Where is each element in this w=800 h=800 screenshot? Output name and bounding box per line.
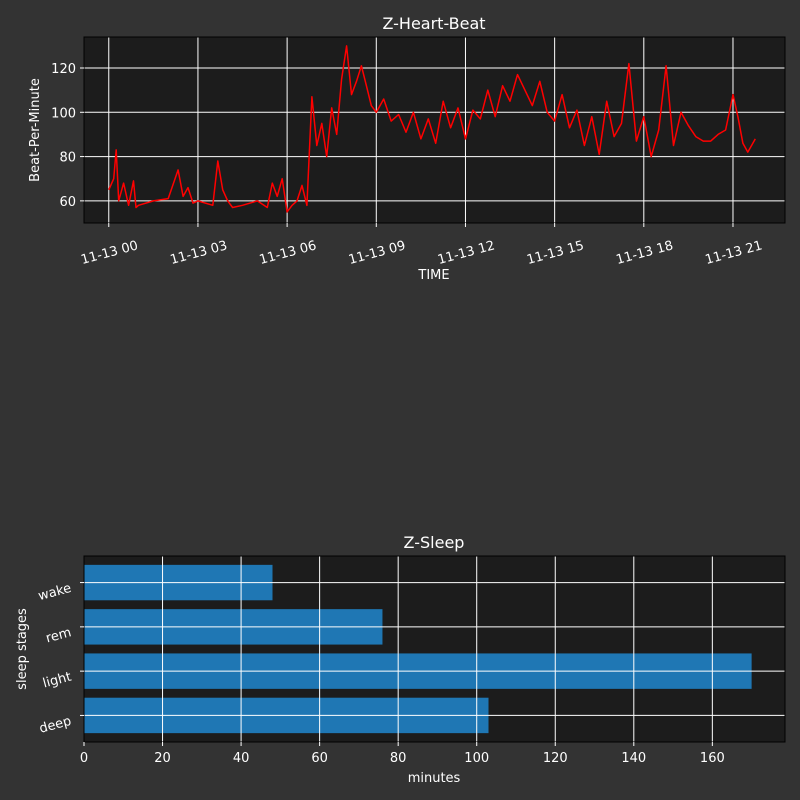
heart-beat-y-tick-label: 60: [59, 195, 76, 210]
heart-beat-plot-frame: [83, 36, 786, 224]
sleep-title: Z-Sleep: [404, 533, 465, 552]
heart-beat-title: Z-Heart-Beat: [382, 14, 485, 33]
heart-beat-y-tick-label: 80: [59, 151, 76, 166]
heart-beat-grid: [84, 37, 785, 223]
sleep-x-tick-label: 80: [390, 751, 407, 766]
heart-beat-y-tick-label: 100: [51, 106, 76, 121]
heart-beat-x-axis-label: TIME: [417, 268, 449, 283]
sleep-x-tick-label: 0: [80, 751, 88, 766]
heart-beat-y-axis-label: Beat-Per-Minute: [28, 78, 43, 182]
heart-beat-plot-area: [84, 37, 785, 223]
sleep-x-axis-label: minutes: [408, 771, 461, 786]
sleep-x-tick-label: 40: [233, 751, 250, 766]
sleep-x-tick-label: 160: [700, 751, 725, 766]
sleep-y-axis-label: sleep stages: [15, 608, 30, 690]
sleep-x-tick-label: 120: [543, 751, 568, 766]
sleep-category-label: rem: [44, 625, 73, 646]
sleep-plot-frame: [83, 555, 786, 743]
heart-beat-series-line: [108, 45, 756, 213]
sleep-x-tick-label: 20: [154, 751, 171, 766]
sleep-category-label: light: [41, 670, 73, 692]
sleep-x-tick-label: 60: [311, 751, 328, 766]
heart-beat-y-tick-label: 120: [51, 62, 76, 77]
sleep-x-tick-label: 100: [464, 751, 489, 766]
sleep-x-tick-label: 140: [621, 751, 646, 766]
